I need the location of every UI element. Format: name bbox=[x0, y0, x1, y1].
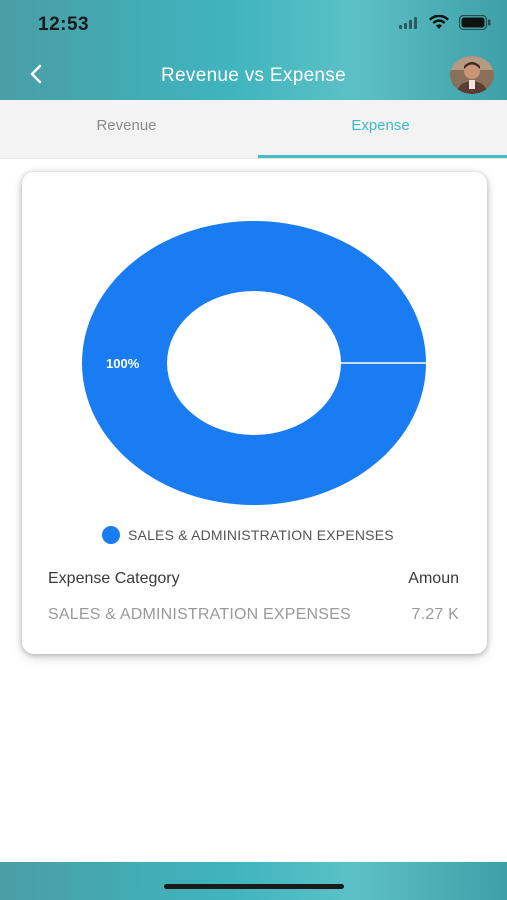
expense-card: 100% SALES & ADMINISTRATION EXPENSES Exp… bbox=[22, 172, 487, 654]
status-icons bbox=[399, 14, 491, 36]
donut-svg bbox=[82, 221, 426, 505]
slice-percentage-label: 100% bbox=[106, 356, 140, 371]
tab-revenue[interactable]: Revenue bbox=[96, 117, 157, 134]
table-row: SALES & ADMINISTRATION EXPENSES 7.27 K bbox=[48, 606, 459, 624]
status-bar: 12:53 bbox=[0, 0, 507, 50]
home-indicator bbox=[164, 884, 344, 889]
table-header: Expense Category Amoun bbox=[48, 570, 459, 588]
header-amount: Amoun bbox=[408, 570, 459, 587]
row-amount: 7.27 K bbox=[411, 606, 459, 623]
legend-label: SALES & ADMINISTRATION EXPENSES bbox=[128, 527, 394, 543]
donut-chart bbox=[80, 219, 428, 507]
active-tab-indicator bbox=[258, 155, 507, 158]
chevron-left-icon bbox=[30, 64, 42, 84]
segment-tabs: Revenue Expense bbox=[0, 100, 507, 159]
battery-icon bbox=[458, 14, 491, 35]
page-title: Revenue vs Expense bbox=[161, 65, 346, 86]
row-category: SALES & ADMINISTRATION EXPENSES bbox=[48, 606, 351, 623]
nav-bar: Revenue vs Expense bbox=[0, 50, 507, 100]
avatar[interactable] bbox=[450, 56, 494, 94]
legend-swatch bbox=[102, 526, 120, 544]
donut-hole bbox=[167, 291, 341, 435]
tab-expense[interactable]: Expense bbox=[254, 100, 507, 158]
bottom-bar bbox=[0, 862, 507, 900]
signal-icon bbox=[399, 16, 419, 34]
header-expense-category: Expense Category bbox=[48, 570, 180, 587]
status-time: 12:53 bbox=[38, 14, 90, 35]
app-header: 12:53 bbox=[0, 0, 507, 100]
wifi-icon bbox=[429, 14, 449, 35]
user-photo-icon bbox=[450, 56, 494, 94]
back-button[interactable] bbox=[22, 60, 50, 88]
chart-legend: SALES & ADMINISTRATION EXPENSES bbox=[102, 524, 394, 546]
tab-expense-label: Expense bbox=[351, 117, 410, 134]
